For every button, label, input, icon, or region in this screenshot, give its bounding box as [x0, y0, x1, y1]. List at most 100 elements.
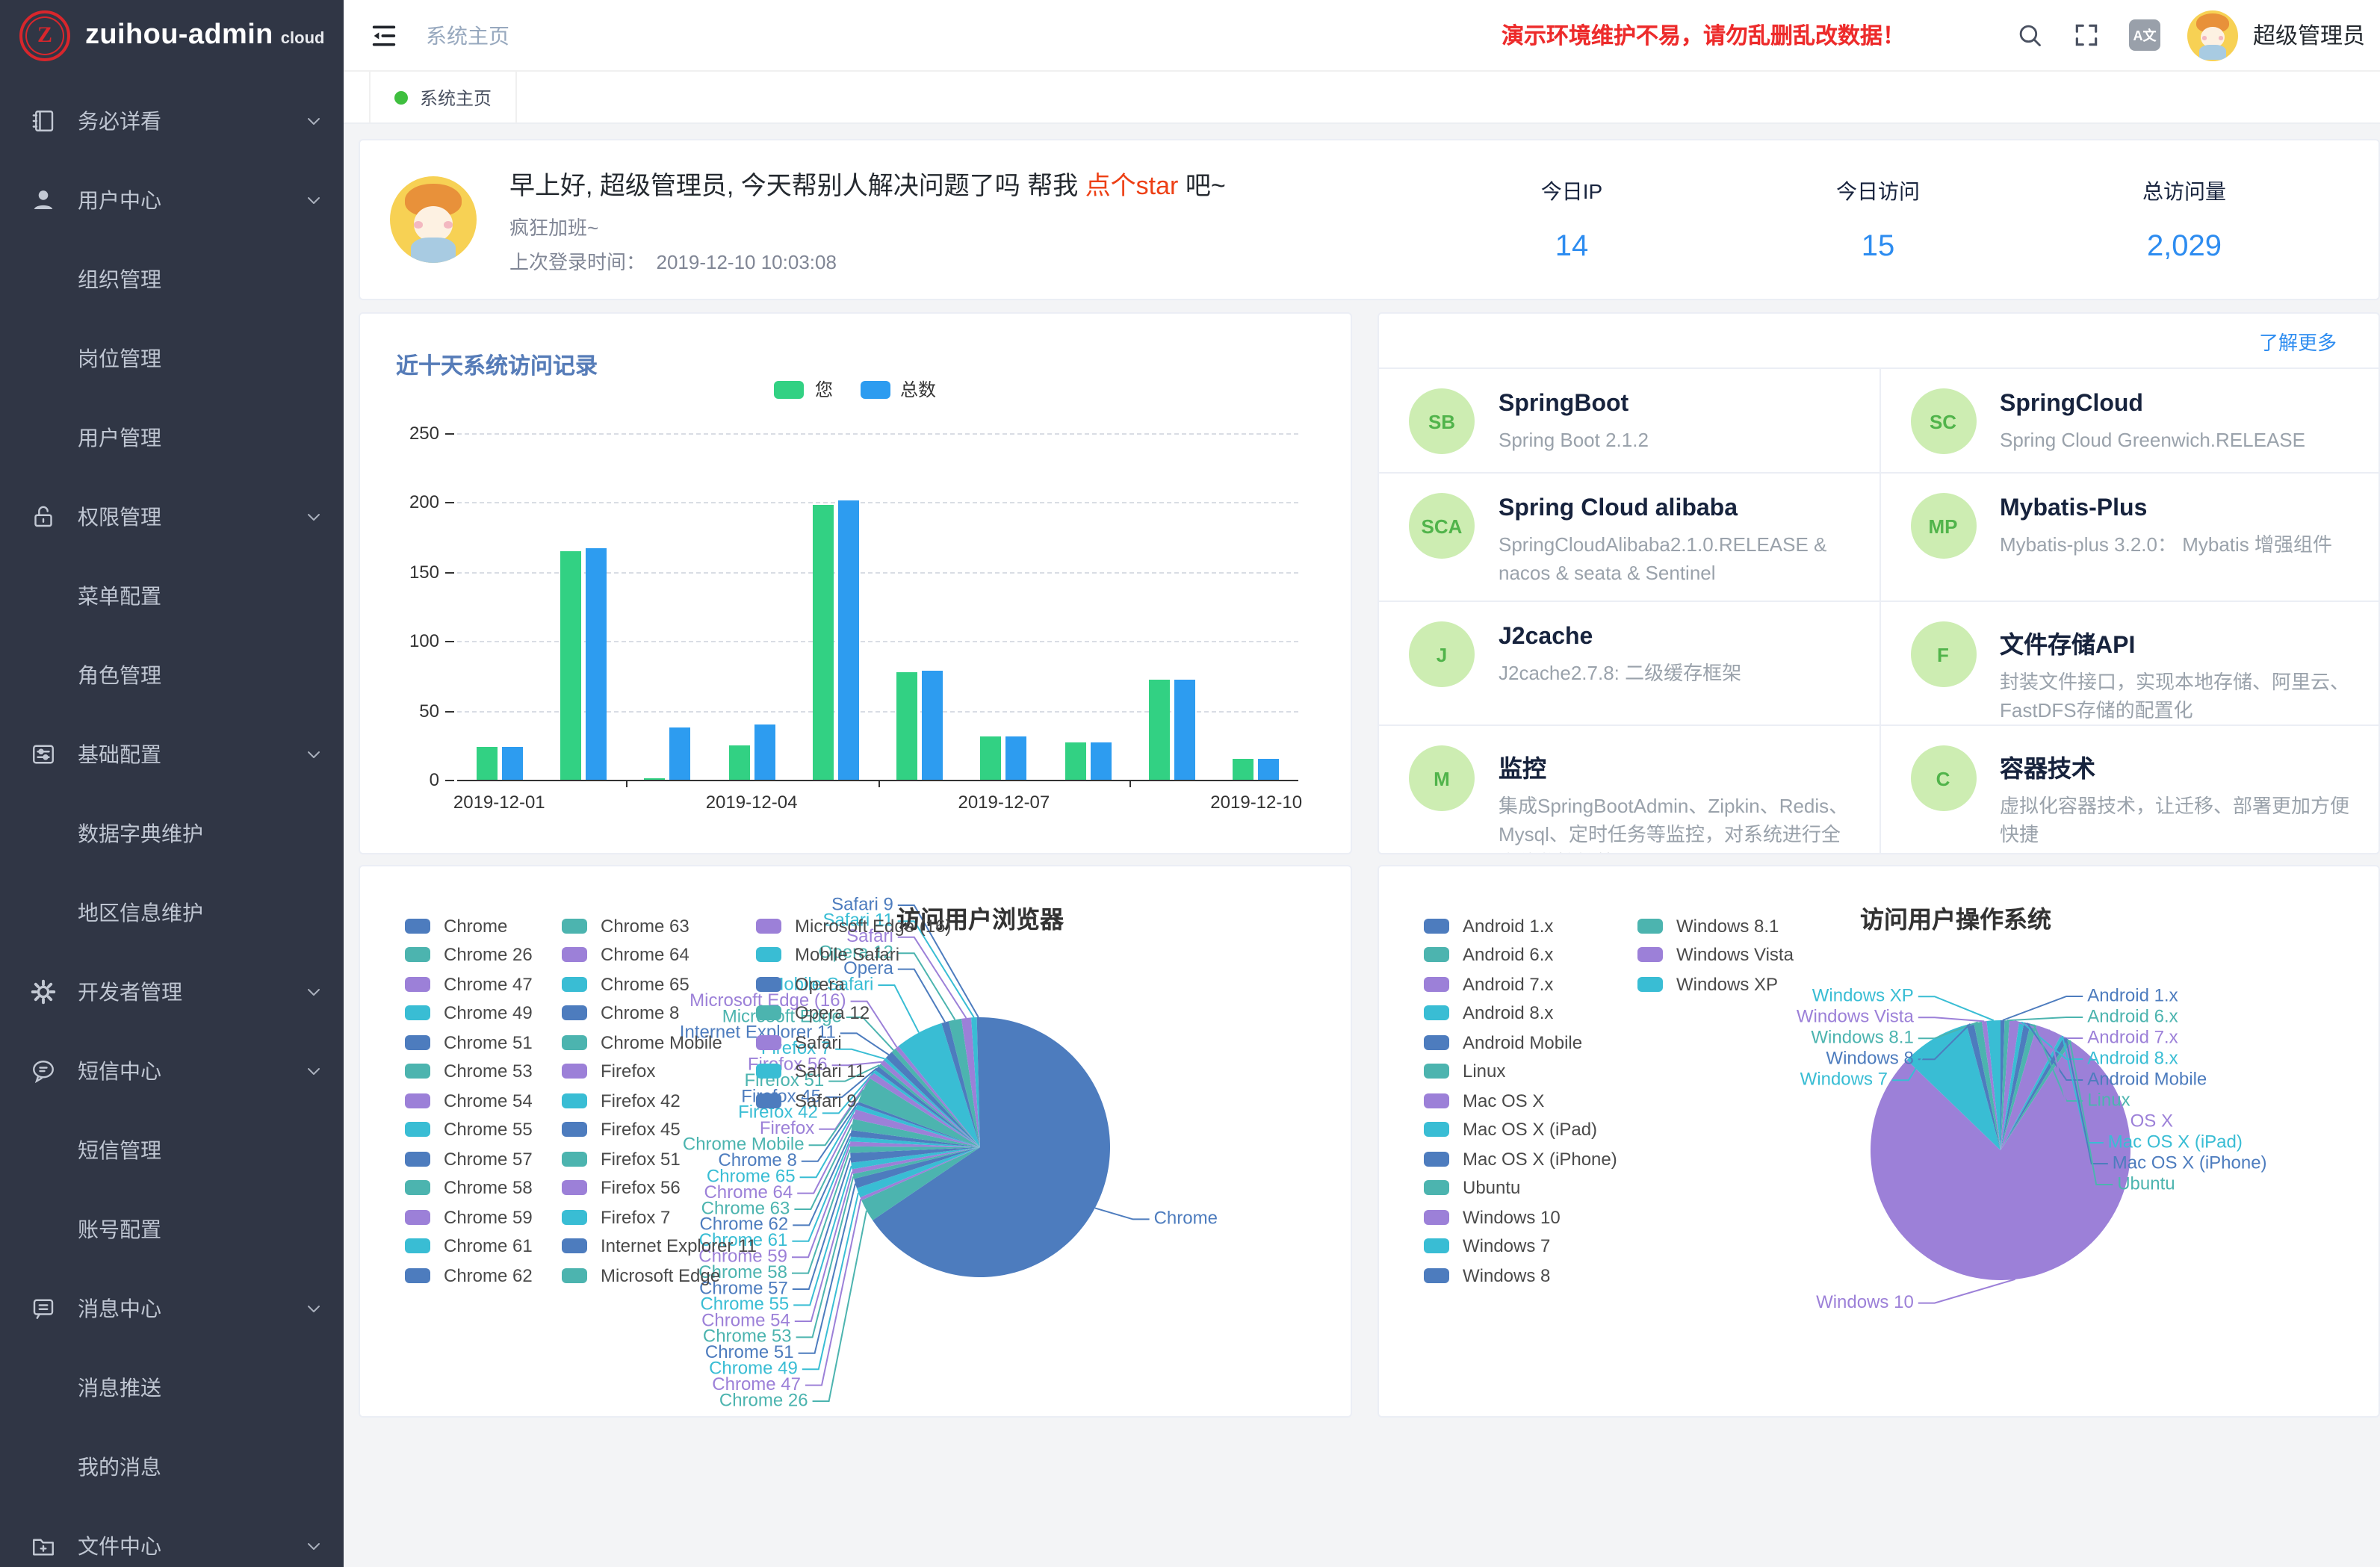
bar[interactable]: [1174, 680, 1195, 780]
sidebar-item[interactable]: 消息中心: [0, 1268, 344, 1347]
legend-item[interactable]: 总数: [860, 376, 936, 402]
sidebar-item[interactable]: 用户中心: [0, 160, 344, 239]
legend-item[interactable]: Windows 8: [1424, 1261, 1617, 1290]
bar[interactable]: [476, 746, 497, 780]
tech-card[interactable]: C容器技术虚拟化容器技术，让迁移、部署更加方便快捷: [1879, 724, 2379, 853]
legend-item[interactable]: Chrome 49: [405, 999, 533, 1028]
legend-item[interactable]: Chrome 64: [562, 940, 757, 969]
legend-item[interactable]: Windows Vista: [1637, 940, 1794, 969]
legend-item[interactable]: Mobile Safari: [756, 940, 951, 969]
sidebar-item[interactable]: 菜单配置: [0, 556, 344, 635]
legend-item[interactable]: Windows 8.1: [1637, 911, 1794, 940]
bar[interactable]: [813, 506, 834, 780]
legend-item[interactable]: Chrome 47: [405, 969, 533, 999]
tech-card[interactable]: SBSpringBootSpring Boot 2.1.2: [1379, 367, 1879, 472]
legend-item[interactable]: Chrome 59: [405, 1203, 533, 1232]
bar[interactable]: [501, 746, 522, 780]
bar[interactable]: [728, 745, 749, 780]
legend-item[interactable]: Safari: [756, 1028, 951, 1057]
legend-item[interactable]: Safari 11: [756, 1057, 951, 1086]
legend-item[interactable]: Firefox 45: [562, 1115, 757, 1144]
sidebar-item[interactable]: 组织管理: [0, 239, 344, 318]
legend-item[interactable]: Chrome 61: [405, 1232, 533, 1261]
legend-item[interactable]: Firefox 51: [562, 1144, 757, 1173]
sidebar-item[interactable]: 权限管理: [0, 477, 344, 556]
tab-home[interactable]: 系统主页: [369, 72, 517, 122]
bar[interactable]: [896, 671, 917, 780]
sidebar-item[interactable]: 文件中心: [0, 1506, 344, 1567]
username[interactable]: 超级管理员: [2253, 19, 2365, 51]
menu-fold-icon[interactable]: [369, 20, 399, 50]
legend-item[interactable]: Microsoft Edge: [562, 1261, 757, 1290]
legend-item[interactable]: Safari 9: [756, 1086, 951, 1115]
legend-item[interactable]: Linux: [1424, 1057, 1617, 1086]
legend-item[interactable]: Chrome 65: [562, 969, 757, 999]
bar[interactable]: [981, 736, 1002, 780]
sidebar-item[interactable]: 短信管理: [0, 1110, 344, 1189]
bar[interactable]: [1006, 736, 1027, 780]
legend-item[interactable]: Internet Explorer 11: [562, 1232, 757, 1261]
legend-item[interactable]: Chrome 57: [405, 1144, 533, 1173]
legend-item[interactable]: Firefox 56: [562, 1173, 757, 1203]
legend-item[interactable]: Firefox 42: [562, 1086, 757, 1115]
legend-item[interactable]: Android 7.x: [1424, 969, 1617, 999]
sidebar-item[interactable]: 角色管理: [0, 635, 344, 714]
tech-card[interactable]: F文件存储API封装文件接口，实现本地存储、阿里云、FastDFS存储的配置化: [1879, 601, 2379, 724]
legend-item[interactable]: Android 1.x: [1424, 911, 1617, 940]
legend-item[interactable]: Chrome 62: [405, 1261, 533, 1290]
bar[interactable]: [1259, 759, 1280, 780]
legend-item[interactable]: Mac OS X (iPad): [1424, 1115, 1617, 1144]
legend-item[interactable]: 您: [775, 376, 833, 402]
legend-item[interactable]: Chrome 55: [405, 1115, 533, 1144]
legend-item[interactable]: Android Mobile: [1424, 1028, 1617, 1057]
sidebar-item[interactable]: 数据字典维护: [0, 793, 344, 872]
bar[interactable]: [560, 551, 581, 780]
legend-item[interactable]: Chrome 8: [562, 999, 757, 1028]
bar[interactable]: [669, 727, 690, 781]
user-avatar[interactable]: [2187, 10, 2238, 60]
legend-item[interactable]: Chrome Mobile: [562, 1028, 757, 1057]
tech-card[interactable]: JJ2cacheJ2cache2.7.8: 二级缓存框架: [1379, 601, 1879, 724]
sidebar-item[interactable]: 用户管理: [0, 397, 344, 477]
legend-item[interactable]: Android 6.x: [1424, 940, 1617, 969]
bar[interactable]: [838, 500, 859, 780]
legend-item[interactable]: Android 8.x: [1424, 999, 1617, 1028]
legend-item[interactable]: Chrome 54: [405, 1086, 533, 1115]
search-icon[interactable]: [2015, 21, 2044, 49]
sidebar-item[interactable]: 消息推送: [0, 1347, 344, 1427]
tech-card[interactable]: M监控集成SpringBootAdmin、Zipkin、Redis、Mysql、…: [1379, 724, 1879, 853]
fullscreen-icon[interactable]: [2072, 21, 2101, 49]
sidebar-item[interactable]: 我的消息: [0, 1427, 344, 1506]
legend-item[interactable]: Firefox: [562, 1057, 757, 1086]
sidebar-item[interactable]: 开发者管理: [0, 952, 344, 1031]
legend-item[interactable]: Microsoft Edge (16): [756, 911, 951, 940]
more-link[interactable]: 了解更多: [2259, 326, 2337, 355]
legend-item[interactable]: Mac OS X: [1424, 1086, 1617, 1115]
app-logo[interactable]: Z zuihou-admin cloud: [0, 0, 344, 72]
bar[interactable]: [1233, 759, 1254, 780]
sidebar-item[interactable]: 地区信息维护: [0, 872, 344, 952]
legend-item[interactable]: Windows 10: [1424, 1203, 1617, 1232]
bar[interactable]: [1149, 680, 1170, 780]
star-link[interactable]: 点个star: [1085, 172, 1179, 200]
sidebar-item[interactable]: 短信中心: [0, 1031, 344, 1110]
legend-item[interactable]: Firefox 7: [562, 1203, 757, 1232]
legend-item[interactable]: Windows 7: [1424, 1232, 1617, 1261]
bar[interactable]: [586, 548, 607, 780]
translate-icon[interactable]: A文: [2129, 19, 2160, 51]
bar[interactable]: [644, 778, 665, 780]
legend-item[interactable]: Chrome 26: [405, 940, 533, 969]
legend-item[interactable]: Windows XP: [1637, 969, 1794, 999]
legend-item[interactable]: Chrome 53: [405, 1057, 533, 1086]
sidebar-item[interactable]: 账号配置: [0, 1189, 344, 1268]
legend-item[interactable]: Ubuntu: [1424, 1173, 1617, 1203]
legend-item[interactable]: Chrome 58: [405, 1173, 533, 1203]
legend-item[interactable]: Opera: [756, 969, 951, 999]
tech-card[interactable]: SCSpringCloudSpring Cloud Greenwich.RELE…: [1879, 367, 2379, 472]
bar[interactable]: [1065, 742, 1085, 780]
sidebar-item[interactable]: 基础配置: [0, 714, 344, 793]
legend-item[interactable]: Opera 12: [756, 999, 951, 1028]
tech-card[interactable]: MPMybatis-PlusMybatis-plus 3.2.0： Mybati…: [1879, 472, 2379, 601]
legend-item[interactable]: Chrome 51: [405, 1028, 533, 1057]
tech-card[interactable]: SCASpring Cloud alibabaSpringCloudAlibab…: [1379, 472, 1879, 601]
